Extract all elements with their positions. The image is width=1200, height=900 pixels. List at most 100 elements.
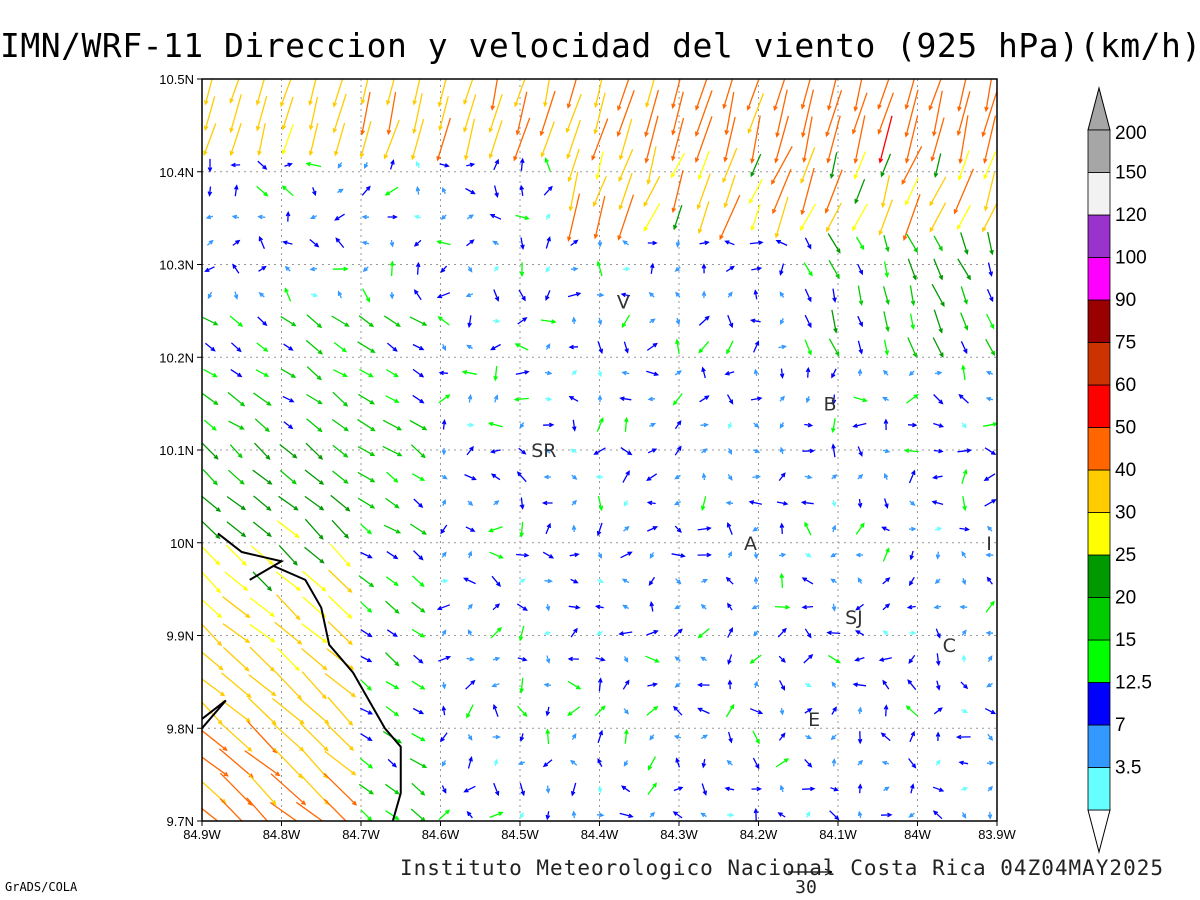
wind-vector [644,89,660,138]
wind-vector [410,808,426,821]
wind-vector [411,680,426,690]
wind-vector [440,578,449,584]
wind-vector [332,444,349,458]
wind-vector [831,418,836,434]
wind-vector [906,233,918,254]
wind-vector [618,172,633,211]
wind-vector [357,418,376,432]
wind-vector [359,707,374,715]
wind-vector [622,266,631,272]
wind-vector [857,577,863,584]
wind-vector [802,116,813,163]
legend-swatch [1087,257,1111,301]
wind-vector [281,96,294,131]
wind-vector [202,756,229,777]
wind-vector [357,471,376,483]
wind-vector [274,621,303,645]
wind-vector [386,471,399,483]
wind-vector [624,416,629,432]
wind-vector [275,571,302,592]
wind-vector [331,418,349,432]
wind-vector [701,290,707,299]
wind-vector [357,341,376,353]
wind-vector [675,291,681,298]
wind-vector [595,657,606,662]
legend-swatch [1087,639,1111,683]
wind-vector [568,604,581,610]
wind-vector [674,445,682,456]
wind-vector [831,758,837,767]
wind-vector [961,812,967,819]
wind-vector [616,90,635,137]
wind-vector [826,630,841,636]
wind-vector [272,722,305,752]
wind-vector [309,239,320,248]
wind-vector [853,151,867,180]
wind-vector [902,194,921,242]
wind-vector [935,653,941,667]
wind-vector [225,544,247,566]
wind-vector [623,500,629,507]
wind-vector [958,393,969,404]
wind-vector [250,545,274,566]
wind-vector [359,121,372,159]
wind-vector [385,705,400,717]
wind-vector [623,708,629,715]
wind-vector [257,214,266,220]
wind-vector [877,92,895,135]
wind-vector [752,474,761,480]
wind-vector [725,703,735,718]
wind-vector [621,578,630,584]
wind-vector [649,552,655,559]
wind-vector [752,730,760,745]
wind-vector [387,758,398,768]
wind-vector [308,79,317,106]
wind-vector [409,419,428,431]
wind-vector [519,157,525,171]
wind-vector [519,578,526,584]
wind-vector [883,418,889,431]
wind-vector [750,396,763,402]
wind-vector [222,596,251,619]
wind-vector [308,96,319,131]
wind-vector [226,496,247,511]
software-label: GrADS/COLA [5,880,78,894]
wind-vector [909,550,914,561]
wind-vector [492,603,501,611]
x-tick-label: 84.2W [740,827,778,842]
wind-vector [753,630,759,637]
wind-vector [880,153,892,178]
wind-vector [753,807,759,821]
wind-vector [804,314,812,329]
wind-vector [956,91,971,137]
wind-vector [779,291,785,298]
wind-vector [675,757,681,768]
wind-vector [907,258,917,281]
wind-vector [385,680,400,690]
wind-vector [492,703,499,717]
wind-vector [254,418,270,433]
wind-vector [597,496,604,512]
wind-vector [545,655,551,664]
wind-vector [804,707,813,714]
wind-vector [515,91,528,136]
wind-vector [513,117,531,162]
wind-vector [567,148,580,183]
wind-vector [958,115,969,165]
wind-vector [222,646,250,672]
wind-vector [619,396,632,402]
wind-vector [411,473,426,482]
wind-vector [881,760,890,766]
wind-vector [441,418,447,430]
wind-vector [467,315,472,329]
wind-vector [441,760,447,767]
wind-vector [202,469,218,486]
wind-vector [302,570,327,592]
wind-vector [437,316,450,326]
wind-vector [620,785,631,793]
wind-vector [725,500,734,506]
wind-vector [983,473,996,481]
wind-vector [284,265,291,272]
wind-vector [438,370,448,376]
reference-vector-label: 30 [795,877,817,898]
